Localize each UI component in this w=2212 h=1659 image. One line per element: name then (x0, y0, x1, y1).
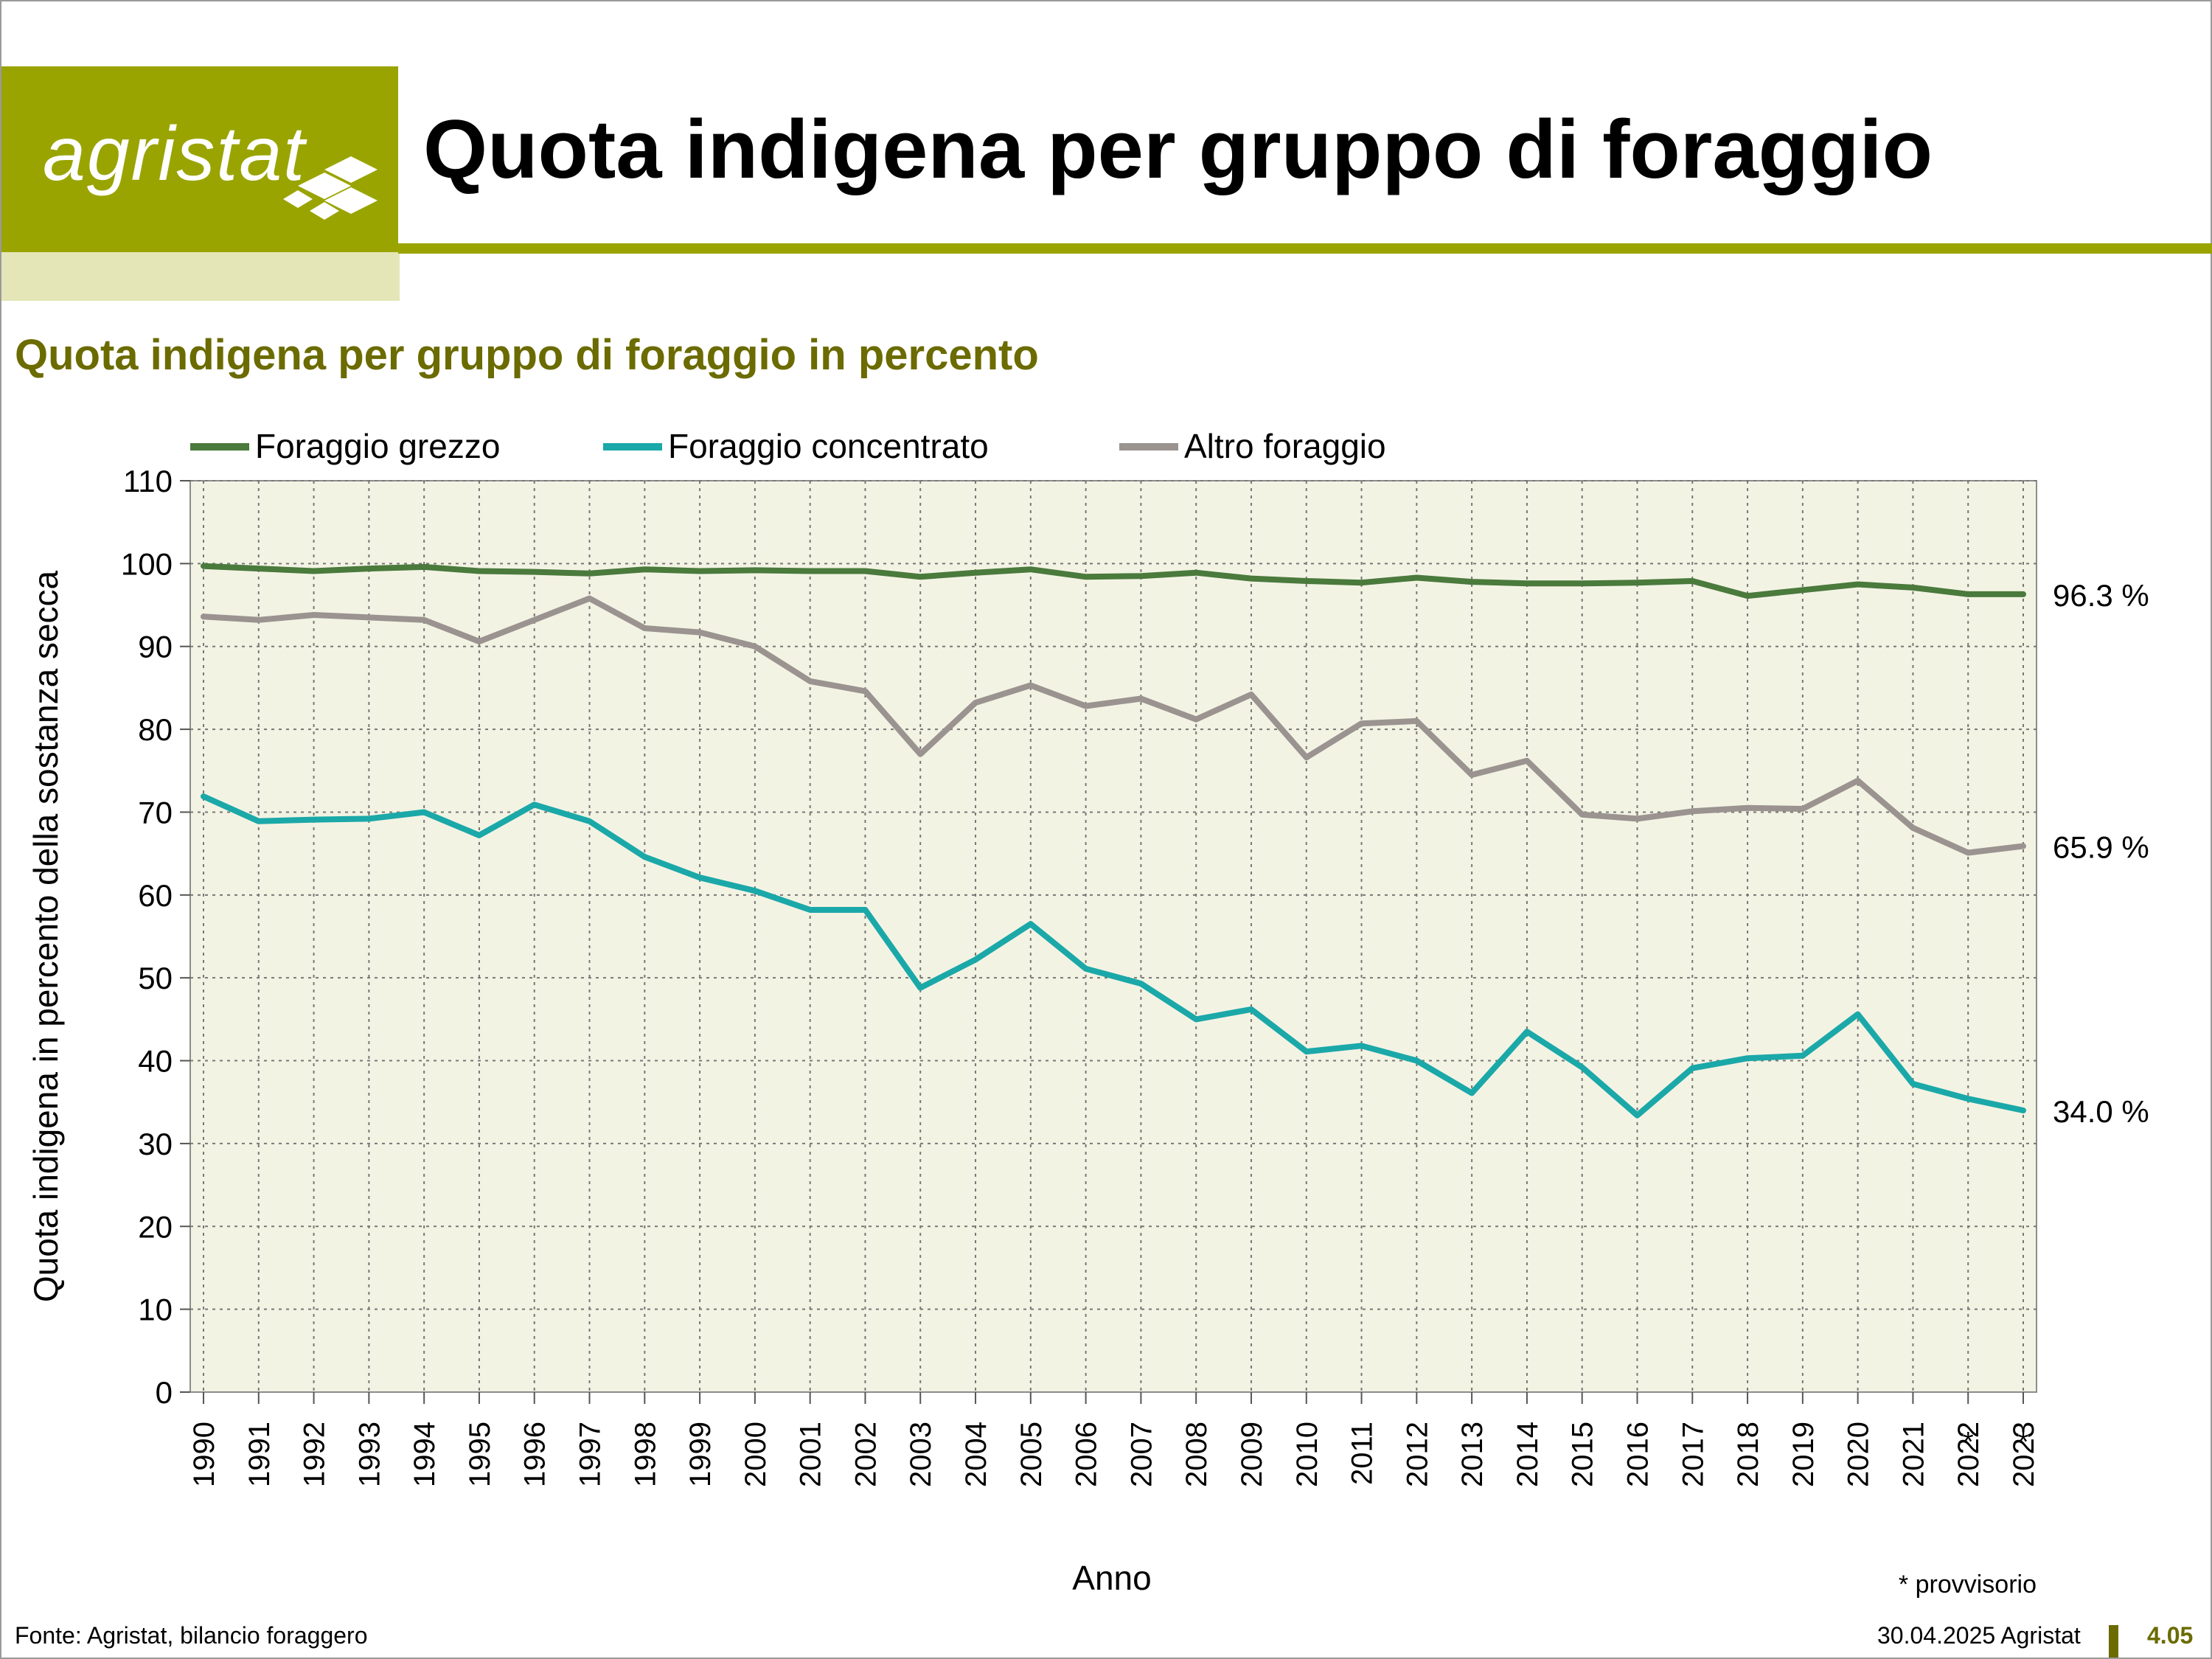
x-tick-label: 2000 (740, 1422, 772, 1487)
x-tick-label: 2009 (1236, 1422, 1268, 1487)
series-end-label: 34.0 % (2053, 1094, 2149, 1129)
x-tick-label: 2012 (1401, 1422, 1433, 1487)
x-tick-label: 2023 (2008, 1422, 2040, 1487)
y-tick-label: 90 (138, 630, 173, 664)
x-tick-label: 2007 (1125, 1422, 1158, 1487)
logo-underband (1, 252, 400, 301)
y-tick-label: 20 (138, 1209, 173, 1244)
x-tick-label: 1995 (464, 1422, 496, 1487)
x-tick-label: 2015 (1567, 1422, 1599, 1487)
logo-text: agristat (43, 111, 307, 197)
page-number: 4.05 (2147, 1622, 2194, 1649)
plot-area (189, 480, 2037, 1393)
x-tick-label: 1999 (684, 1422, 717, 1487)
series-line-altro-foraggio (201, 595, 2026, 856)
y-tick-label: 0 (156, 1375, 173, 1410)
x-axis-label: Anno (1072, 1559, 1151, 1597)
y-tick-label: 110 (123, 464, 173, 498)
page-title: Quota indigena per gruppo di foraggio (423, 103, 1933, 195)
y-tick-label: 30 (138, 1127, 173, 1161)
footer-date: 30.04.2025 Agristat (1877, 1622, 2081, 1649)
footer-divider (2109, 1625, 2118, 1658)
x-tick-label: 1996 (519, 1422, 552, 1487)
x-tick-label: 2010 (1291, 1422, 1324, 1487)
y-tick-label: 100 (121, 546, 173, 581)
agristat-logo (1, 66, 398, 252)
chart-subtitle: Quota indigena per gruppo di foraggio in… (15, 331, 1039, 379)
x-tick-label: 1993 (353, 1422, 386, 1487)
x-tick-label: 1992 (299, 1422, 331, 1487)
y-tick-label: 80 (138, 712, 173, 747)
x-tick-label: 2014 (1512, 1422, 1544, 1487)
provisional-asterisk: * (1963, 1427, 1974, 1458)
y-axis-label: Quota indigena in percento della sostanz… (27, 570, 65, 1302)
x-tick-label: 1997 (574, 1422, 607, 1487)
x-tick-label: 2008 (1180, 1422, 1213, 1487)
x-tick-label: 2002 (849, 1422, 882, 1487)
x-tick-label: 2004 (960, 1422, 992, 1487)
y-tick-label: 40 (138, 1044, 173, 1079)
x-tick-label: 2001 (795, 1422, 827, 1487)
y-tick-label: 70 (138, 795, 173, 830)
x-tick-label: 2019 (1787, 1422, 1820, 1487)
legend-label: Altro foraggio (1184, 427, 1386, 465)
x-tick-label: 2021 (1897, 1422, 1930, 1487)
x-tick-label: 2006 (1071, 1422, 1103, 1487)
header-rule (398, 243, 2212, 254)
x-tick-label: 2020 (1843, 1422, 1875, 1487)
x-tick-label: 2013 (1456, 1422, 1489, 1487)
logo-diamonds-icon (283, 156, 378, 220)
series-line-foraggio-grezzo (201, 563, 2026, 599)
x-tick-label: 2003 (905, 1422, 937, 1487)
x-tick-label: 1998 (629, 1422, 661, 1487)
x-tick-label: 1990 (188, 1422, 220, 1487)
x-tick-label: 2005 (1015, 1422, 1048, 1487)
x-tick-label: 1991 (243, 1422, 276, 1487)
x-tick-label: 2017 (1677, 1422, 1709, 1487)
provisional-asterisk: * (2018, 1427, 2029, 1458)
footer-source: Fonte: Agristat, bilancio foraggero (15, 1622, 368, 1649)
x-tick-label: 2011 (1346, 1422, 1379, 1485)
provisional-note: * provvisorio (1899, 1571, 2037, 1599)
series-line-foraggio-concentrato (201, 793, 2026, 1119)
legend-label: Foraggio concentrato (668, 427, 989, 465)
x-tick-label: 2016 (1621, 1422, 1654, 1487)
series-end-label: 65.9 % (2053, 830, 2149, 865)
legend-label: Foraggio grezzo (255, 427, 500, 465)
x-tick-label: 2018 (1732, 1422, 1764, 1487)
x-tick-label: 1994 (408, 1422, 441, 1487)
x-tick-label: 2022 (1952, 1422, 1985, 1487)
line-chart: 0 10 20 30 40 50 60 70 80 90 100 110 1990 1991 1992 199… (27, 427, 2149, 1599)
y-tick-label: 50 (138, 961, 173, 995)
y-tick-label: 10 (138, 1293, 173, 1327)
y-tick-label: 60 (138, 878, 173, 913)
series-end-label: 96.3 % (2053, 578, 2149, 613)
